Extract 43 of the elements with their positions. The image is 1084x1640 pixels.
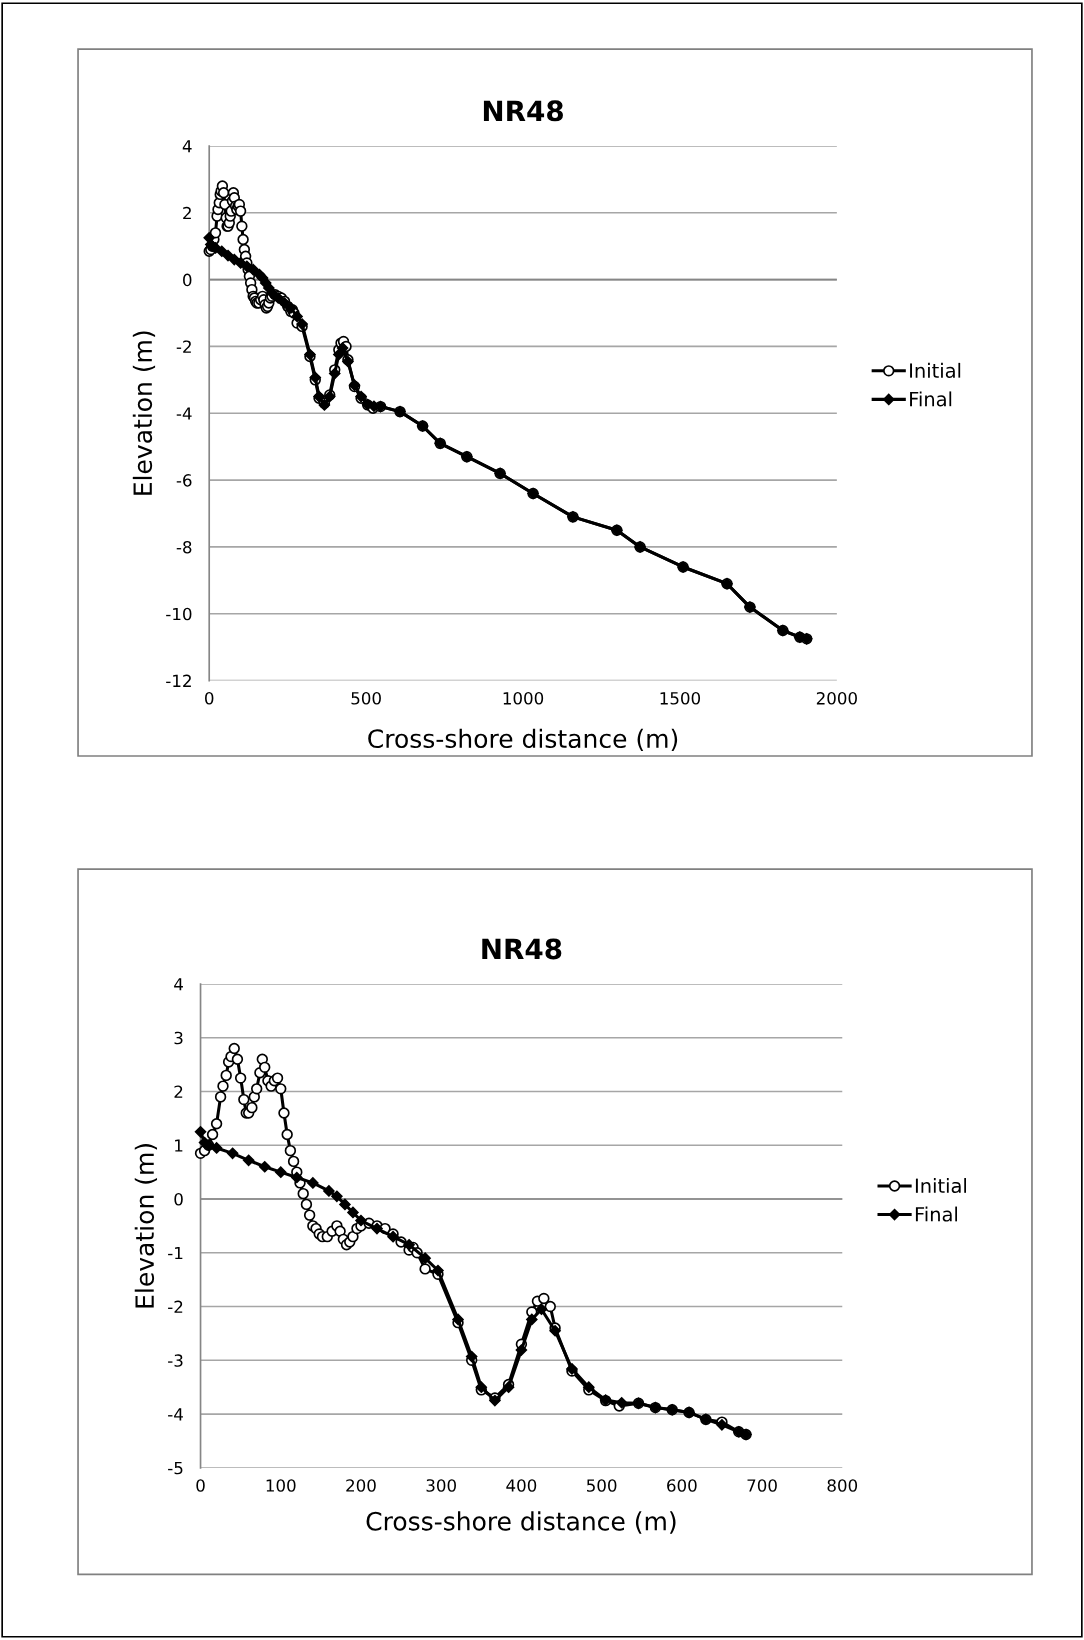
y-tick-label: 4 [182,140,192,153]
x-tick-label: 200 [346,1479,376,1492]
x-tick-label: 0 [196,1479,205,1492]
chart-title: NR48 [483,100,563,122]
y-tick-label: -3 [168,1354,183,1367]
x-tick-label: 300 [426,1479,456,1492]
legend-label: Final [915,1206,958,1222]
y-tick-label: 4 [174,978,183,991]
x-axis-title: Cross-shore distance (m) [366,1511,676,1534]
y-tick-label: 2 [183,206,191,220]
x-tick-label: 700 [747,1479,777,1492]
x-tick-label: 2000 [816,692,857,705]
x-tick-label: 500 [351,692,381,705]
chart-title: NR48 [482,938,562,960]
x-tick-label: 1000 [503,692,544,705]
y-tick-label: -5 [168,1461,183,1475]
y-tick-label: -8 [176,540,192,554]
y-tick-label: 0 [174,1192,183,1206]
legend-label: Final [910,391,952,407]
x-tick-label: 800 [827,1479,858,1492]
y-tick-label: -2 [176,340,191,353]
y-tick-label: -2 [168,1300,183,1313]
y-axis-title: Elevation (m) [134,1144,158,1308]
y-axis-title: Elevation (m) [132,331,156,495]
x-axis-title: Cross-shore distance (m) [368,728,678,752]
x-tick-label: 500 [587,1479,617,1492]
y-tick-label: 3 [174,1031,183,1045]
y-tick-label: -6 [176,474,192,487]
legend-label: Initial [915,1178,966,1194]
legend-label: Initial [910,362,961,378]
x-tick-label: 100 [266,1479,296,1492]
y-tick-label: 1 [175,1139,183,1152]
y-tick-label: -10 [166,607,192,621]
y-tick-label: -1 [168,1246,183,1260]
y-tick-label: -12 [166,674,191,687]
x-tick-label: 400 [506,1479,537,1492]
y-tick-label: -4 [176,407,192,420]
x-tick-label: 1500 [660,692,701,705]
y-tick-label: 0 [183,273,192,287]
y-tick-label: 2 [174,1085,183,1098]
x-tick-label: 600 [667,1479,697,1492]
x-tick-label: 0 [205,692,214,705]
y-tick-label: -4 [168,1408,183,1421]
